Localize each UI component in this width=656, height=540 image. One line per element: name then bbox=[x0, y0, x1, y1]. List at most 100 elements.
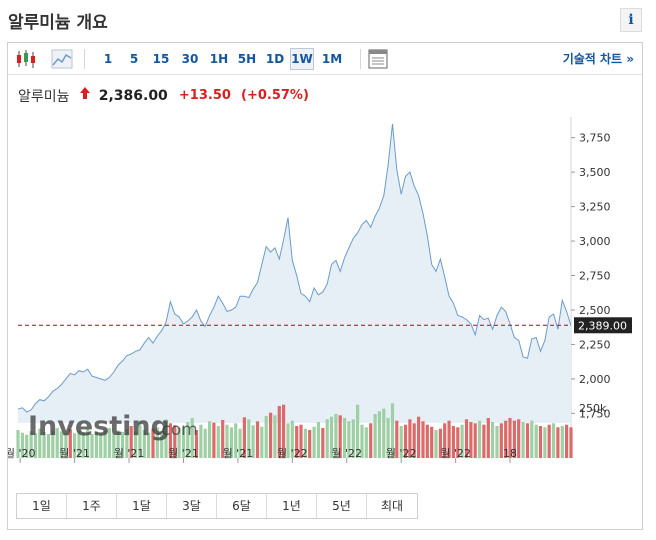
volume-bar bbox=[33, 433, 37, 458]
price-change-percent: (+0.57%) bbox=[241, 88, 309, 103]
range-button-4[interactable]: 6달 bbox=[217, 494, 267, 518]
volume-bar bbox=[86, 428, 90, 458]
candlestick-chart-icon[interactable] bbox=[14, 47, 38, 71]
volume-bar bbox=[486, 418, 490, 458]
instrument-name: 알루미늄 bbox=[18, 88, 70, 105]
period-button-1m[interactable]: 1M bbox=[321, 52, 343, 66]
range-button-6[interactable]: 5년 bbox=[317, 494, 367, 518]
volume-bar bbox=[138, 420, 142, 458]
volume-bar bbox=[386, 418, 390, 458]
volume-bar bbox=[369, 423, 373, 458]
x-tick-label: 월 '22 bbox=[331, 447, 362, 460]
investing-watermark: Investing bbox=[28, 411, 170, 442]
current-price-label: 2,389.00 bbox=[578, 319, 627, 332]
x-tick-label: 월 '22 bbox=[440, 447, 471, 460]
volume-bar bbox=[282, 404, 286, 458]
volume-bar bbox=[125, 429, 129, 458]
volume-bar bbox=[504, 420, 508, 458]
x-tick-label: 월 '21 bbox=[223, 447, 254, 460]
volume-bar bbox=[425, 424, 429, 458]
volume-bar bbox=[107, 428, 111, 458]
period-button-5[interactable]: 5 bbox=[129, 52, 139, 66]
volume-bar bbox=[565, 424, 569, 458]
x-tick-label: 월 '21 bbox=[114, 447, 145, 460]
volume-bar bbox=[403, 424, 408, 458]
period-button-1h[interactable]: 1H bbox=[209, 52, 229, 66]
y-tick-label: 2,250 bbox=[579, 338, 611, 351]
volume-bar bbox=[260, 426, 264, 458]
volume-bar bbox=[290, 420, 294, 458]
page-title: 알루미늄 개요 bbox=[8, 13, 108, 33]
volume-bar bbox=[99, 432, 103, 458]
range-button-2[interactable]: 1달 bbox=[117, 494, 167, 518]
price-change: +13.50 bbox=[178, 88, 231, 103]
volume-bar bbox=[286, 423, 290, 458]
volume-bar bbox=[382, 408, 386, 458]
range-button-1[interactable]: 1주 bbox=[67, 494, 117, 518]
volume-bar bbox=[94, 431, 98, 458]
period-button-1w[interactable]: 1W bbox=[290, 48, 314, 70]
technical-chart-link[interactable]: 기술적 차트 » bbox=[562, 52, 634, 66]
up-arrow-icon bbox=[79, 87, 90, 99]
volume-bar bbox=[552, 423, 556, 458]
period-button-15[interactable]: 15 bbox=[152, 52, 170, 66]
x-tick-label: 월 '21 bbox=[168, 447, 199, 460]
volume-bar bbox=[25, 434, 29, 458]
x-tick-label: 월 '22 bbox=[277, 447, 308, 460]
volume-bar bbox=[408, 419, 412, 458]
period-button-5h[interactable]: 5H bbox=[237, 52, 257, 66]
volume-bar bbox=[16, 430, 20, 458]
volume-bar bbox=[303, 428, 307, 458]
volume-bar bbox=[168, 423, 172, 458]
volume-bar bbox=[221, 420, 225, 458]
price-area bbox=[18, 123, 571, 424]
volume-bar bbox=[20, 432, 24, 458]
toolbar-divider bbox=[84, 49, 85, 69]
volume-bar bbox=[269, 412, 273, 458]
volume-bar bbox=[203, 428, 207, 458]
range-button-0[interactable]: 1일 bbox=[17, 494, 67, 518]
volume-bar bbox=[360, 424, 364, 458]
volume-bar bbox=[255, 421, 260, 458]
volume-bar bbox=[399, 426, 403, 458]
volume-bar bbox=[443, 423, 447, 458]
volume-bar bbox=[569, 427, 573, 458]
volume-bar bbox=[225, 424, 229, 458]
volume-bar bbox=[299, 424, 303, 458]
volume-bar bbox=[312, 426, 316, 458]
volume-bar bbox=[55, 428, 59, 458]
period-button-1d[interactable]: 1D bbox=[265, 52, 285, 66]
volume-bar bbox=[29, 431, 33, 458]
volume-bar bbox=[395, 420, 399, 458]
info-button[interactable]: i bbox=[620, 8, 642, 32]
period-button-30[interactable]: 30 bbox=[181, 52, 199, 66]
volume-bar bbox=[120, 432, 125, 458]
volume-bar bbox=[495, 426, 499, 458]
volume-bar bbox=[155, 427, 159, 458]
volume-bar bbox=[90, 434, 94, 458]
volume-bar bbox=[264, 416, 268, 458]
volume-bar bbox=[173, 425, 177, 458]
volume-bar bbox=[343, 418, 347, 458]
volume-bar bbox=[478, 420, 482, 458]
volume-bar bbox=[334, 414, 338, 458]
volume-bar bbox=[38, 428, 42, 458]
price-chart[interactable]: 3,750 3,500 3,250 3,000 2,750 2,500 2,250 2,000… bbox=[8, 113, 642, 465]
volume-bar bbox=[321, 428, 325, 458]
range-button-5[interactable]: 1년 bbox=[267, 494, 317, 518]
volume-bar bbox=[373, 414, 377, 458]
volume-bar bbox=[491, 422, 495, 458]
layout-grid-icon[interactable] bbox=[366, 47, 390, 71]
volume-bar bbox=[64, 432, 68, 458]
volume-bar bbox=[499, 423, 503, 458]
range-button-3[interactable]: 3달 bbox=[167, 494, 217, 518]
volume-bar bbox=[512, 420, 516, 458]
y-tick-label: 3,750 bbox=[579, 132, 611, 145]
range-button-7[interactable]: 최대 bbox=[367, 494, 417, 518]
volume-bar bbox=[460, 424, 464, 458]
toolbar-divider bbox=[360, 49, 361, 69]
period-button-1[interactable]: 1 bbox=[103, 52, 113, 66]
area-chart-icon[interactable] bbox=[50, 47, 74, 71]
volume-bar bbox=[129, 426, 133, 458]
volume-bar bbox=[473, 423, 477, 458]
